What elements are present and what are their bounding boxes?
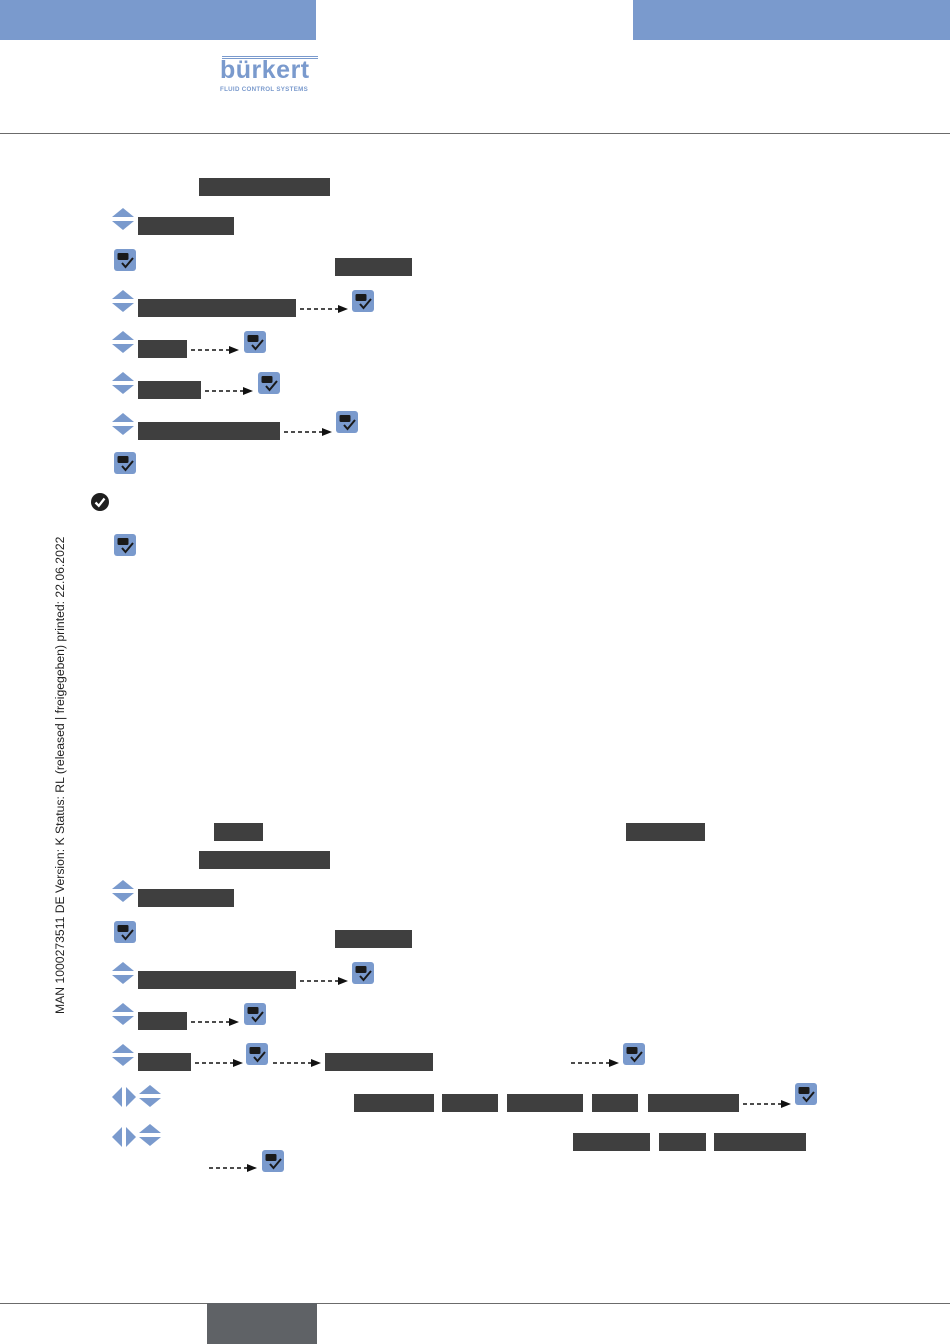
- logo-tagline: FLUID CONTROL SYSTEMS: [220, 86, 308, 93]
- up-down-arrow-keys-icon[interactable]: [112, 331, 134, 355]
- option-box: [507, 1094, 583, 1112]
- dashed-arrow-icon: [300, 977, 348, 985]
- menu-entry-box: [335, 930, 412, 948]
- menu-entry-box: [138, 299, 296, 317]
- menu-path-box: [199, 851, 330, 869]
- enter-key-icon[interactable]: [246, 1043, 268, 1065]
- option-box: [648, 1094, 739, 1112]
- up-down-arrow-keys-icon[interactable]: [112, 1044, 134, 1068]
- option-box: [573, 1133, 650, 1151]
- up-down-arrow-keys-icon[interactable]: [112, 962, 134, 986]
- menu-entry-box: [138, 217, 234, 235]
- dashed-arrow-icon: [300, 305, 348, 313]
- option-box: [659, 1133, 706, 1151]
- dashed-arrow-icon: [571, 1059, 619, 1067]
- option-box: [714, 1133, 806, 1151]
- enter-key-icon[interactable]: [114, 452, 136, 474]
- menu-entry-box: [138, 422, 280, 440]
- footer-rule: [0, 1303, 950, 1304]
- menu-entry-box: [138, 381, 201, 399]
- up-down-arrow-keys-icon[interactable]: [139, 1085, 161, 1109]
- enter-key-icon[interactable]: [795, 1083, 817, 1105]
- dashed-arrow-icon: [209, 1164, 257, 1172]
- option-box: [442, 1094, 498, 1112]
- menu-entry-box: [335, 258, 412, 276]
- enter-key-icon[interactable]: [258, 372, 280, 394]
- enter-key-icon[interactable]: [262, 1150, 284, 1172]
- page-number-tab: [207, 1303, 317, 1344]
- logo-wordmark: bürkert: [220, 56, 310, 84]
- dashed-arrow-icon: [191, 346, 239, 354]
- result-checkmark-icon: [91, 493, 109, 511]
- enter-key-icon[interactable]: [114, 921, 136, 943]
- dashed-arrow-icon: [273, 1059, 321, 1067]
- dashed-arrow-icon: [284, 428, 332, 436]
- left-right-arrow-keys-icon[interactable]: [112, 1126, 136, 1148]
- up-down-arrow-keys-icon[interactable]: [112, 1003, 134, 1027]
- dashed-arrow-icon: [205, 387, 253, 395]
- menu-entry-box: [626, 823, 705, 841]
- up-down-arrow-keys-icon[interactable]: [112, 880, 134, 904]
- up-down-arrow-keys-icon[interactable]: [112, 208, 134, 232]
- menu-entry-box: [325, 1053, 433, 1071]
- enter-key-icon[interactable]: [352, 962, 374, 984]
- header-bar-left: [0, 0, 316, 40]
- option-box: [592, 1094, 638, 1112]
- enter-key-icon[interactable]: [623, 1043, 645, 1065]
- enter-key-icon[interactable]: [114, 249, 136, 271]
- up-down-arrow-keys-icon[interactable]: [112, 290, 134, 314]
- header-bar-right: [633, 0, 950, 40]
- menu-entry-box: [138, 1053, 191, 1071]
- enter-key-icon[interactable]: [244, 331, 266, 353]
- enter-key-icon[interactable]: [336, 411, 358, 433]
- enter-key-icon[interactable]: [244, 1003, 266, 1025]
- dashed-arrow-icon: [195, 1059, 243, 1067]
- up-down-arrow-keys-icon[interactable]: [112, 413, 134, 437]
- enter-key-icon[interactable]: [352, 290, 374, 312]
- up-down-arrow-keys-icon[interactable]: [139, 1124, 161, 1148]
- menu-entry-box: [214, 823, 263, 841]
- enter-key-icon[interactable]: [114, 534, 136, 556]
- left-right-arrow-keys-icon[interactable]: [112, 1086, 136, 1108]
- dashed-arrow-icon: [191, 1018, 239, 1026]
- up-down-arrow-keys-icon[interactable]: [112, 372, 134, 396]
- menu-path-box: [199, 178, 330, 196]
- menu-entry-box: [138, 889, 234, 907]
- document-status-text: MAN 1000273511 DE Version: K Status: RL …: [53, 536, 67, 1014]
- menu-entry-box: [138, 1012, 187, 1030]
- burkert-logo: bürkert FLUID CONTROL SYSTEMS: [220, 56, 320, 93]
- menu-entry-box: [138, 340, 187, 358]
- option-box: [354, 1094, 434, 1112]
- dashed-arrow-icon: [743, 1100, 791, 1108]
- header-rule: [0, 133, 950, 134]
- menu-entry-box: [138, 971, 296, 989]
